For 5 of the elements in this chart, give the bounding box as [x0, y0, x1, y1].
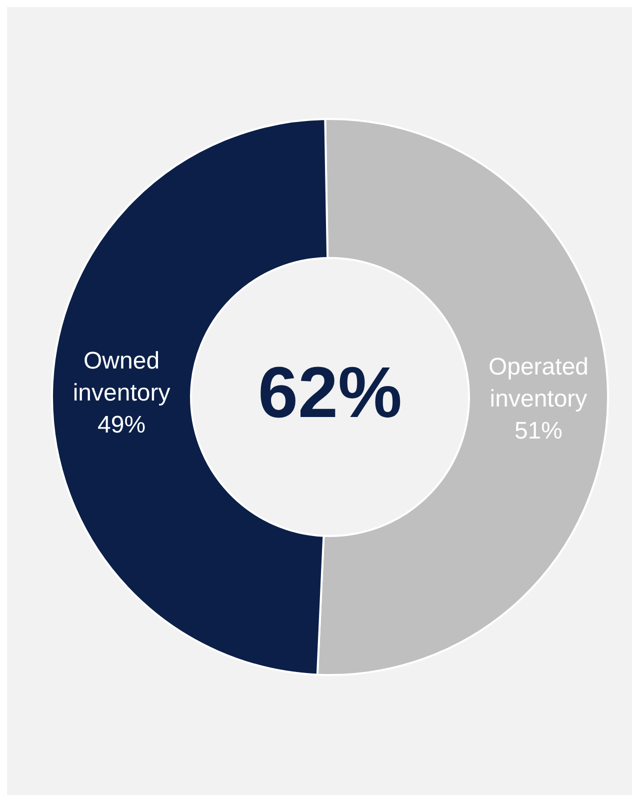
text: 62% [258, 352, 402, 433]
slice-label: Owned inventory [72, 348, 170, 407]
slice-label: Operated inventory [488, 354, 589, 413]
data-label: 49% [97, 412, 146, 439]
data-label: 51% [514, 418, 563, 445]
